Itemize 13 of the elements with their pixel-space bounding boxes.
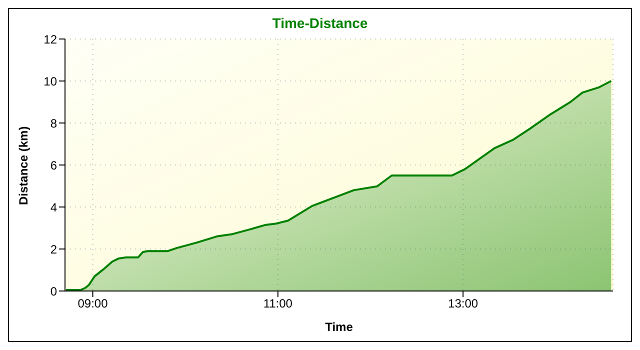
y-tick-label: 10	[44, 74, 58, 88]
y-tick-label: 6	[50, 158, 58, 172]
x-tick-label: 09:00	[78, 296, 108, 311]
y-tick-label: 12	[44, 32, 58, 46]
x-tick-label: 11:00	[263, 296, 293, 311]
y-tick-label: 4	[50, 200, 58, 214]
y-tick-label: 2	[50, 242, 58, 256]
x-tick-label: 13:00	[448, 296, 478, 311]
chart-title: Time-Distance	[271, 15, 369, 31]
y-tick-label: 0	[50, 284, 58, 298]
x-axis-title: Time	[325, 320, 354, 334]
y-tick-label: 8	[50, 116, 58, 130]
y-axis-title: Distance (km)	[16, 126, 30, 205]
